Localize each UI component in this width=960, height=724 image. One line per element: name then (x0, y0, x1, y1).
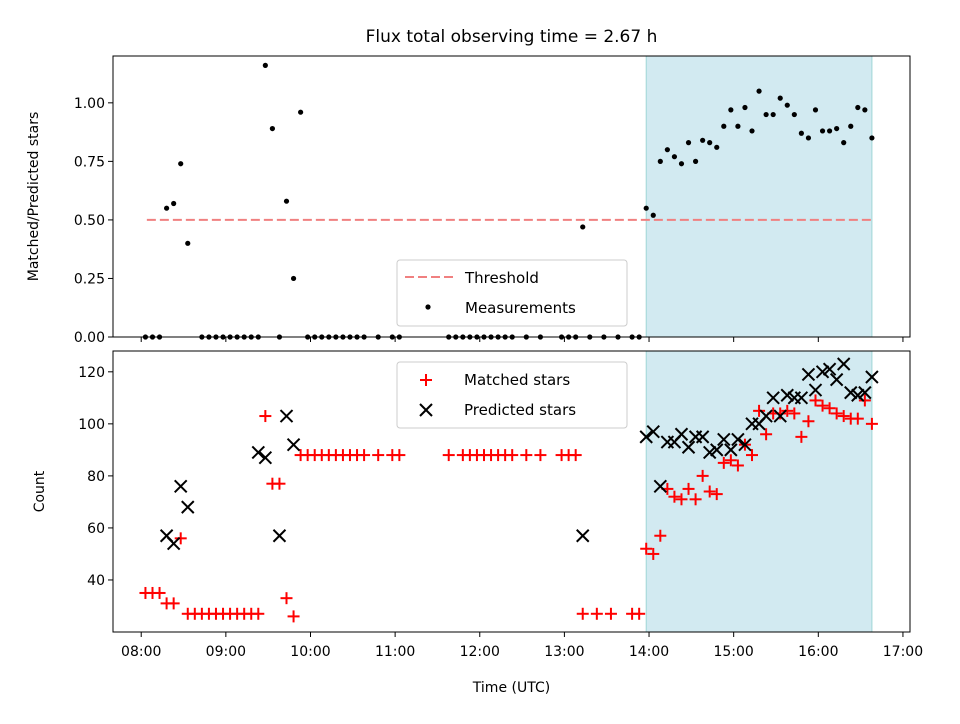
measurement-point (756, 89, 761, 94)
measurement-point (686, 140, 691, 145)
measurement-point (171, 201, 176, 206)
measurement-point (270, 126, 275, 131)
xtick-label: 13:00 (544, 644, 584, 660)
measurement-point (862, 107, 867, 112)
measurement-point (827, 128, 832, 133)
measurement-point (771, 112, 776, 117)
measurement-point (263, 63, 268, 68)
xtick-label: 08:00 (121, 644, 161, 660)
top-y-axis-label: Matched/Predicted stars (26, 112, 42, 282)
measurement-point (785, 103, 790, 108)
measurement-point (679, 161, 684, 166)
bottom-ytick-label: 60 (87, 521, 105, 537)
measurement-point (665, 147, 670, 152)
measurement-point (700, 138, 705, 143)
xtick-label: 14:00 (629, 644, 669, 660)
measurement-point (742, 105, 747, 110)
measurement-point (841, 140, 846, 145)
measurement-point (806, 135, 811, 140)
measurement-point (813, 107, 818, 112)
measurement-point (735, 124, 740, 129)
measurement-point (580, 224, 585, 229)
measurement-point (644, 206, 649, 211)
bottom-ytick-label: 80 (87, 469, 105, 485)
measurement-point (855, 105, 860, 110)
measurement-point (164, 206, 169, 211)
xtick-label: 16:00 (798, 644, 838, 660)
legend-predicted-label: Predicted stars (464, 401, 576, 419)
measurement-point (721, 124, 726, 129)
measurement-point (834, 126, 839, 131)
top-highlight-span (646, 56, 872, 337)
measurement-point (298, 110, 303, 115)
xtick-label: 15:00 (713, 644, 753, 660)
legend-measurements-swatch (425, 304, 430, 309)
measurement-point (284, 199, 289, 204)
measurement-point (707, 140, 712, 145)
bottom-ytick-label: 120 (78, 365, 105, 381)
top-ytick-label: 0.00 (74, 330, 105, 346)
bottom-ytick-label: 40 (87, 573, 105, 589)
top-ytick-label: 0.75 (74, 154, 105, 170)
bottom-ytick-label: 100 (78, 417, 105, 433)
xtick-label: 11:00 (375, 644, 415, 660)
measurement-point (714, 145, 719, 150)
measurement-point (291, 276, 296, 281)
xtick-label: 10:00 (290, 644, 330, 660)
measurement-point (792, 112, 797, 117)
xtick-label: 12:00 (460, 644, 500, 660)
measurement-point (799, 131, 804, 136)
measurement-point (848, 124, 853, 129)
bottom-y-axis-label: Count (32, 470, 48, 512)
measurement-point (764, 112, 769, 117)
x-axis-label: Time (UTC) (472, 680, 550, 696)
measurement-point (185, 241, 190, 246)
chart-figure: 0.00 0.25 0.50 0.75 1.00 Flux total observin… (0, 0, 960, 720)
chart-title: Flux total observing time = 2.67 h (366, 27, 658, 47)
top-ytick-label: 0.50 (74, 213, 105, 229)
xtick-label: 09:00 (206, 644, 246, 660)
measurement-point (749, 128, 754, 133)
measurement-point (651, 213, 656, 218)
measurement-point (820, 128, 825, 133)
measurement-point (658, 159, 663, 164)
legend-matched-label: Matched stars (464, 371, 570, 389)
measurement-point (672, 154, 677, 159)
top-ytick-label: 1.00 (74, 96, 105, 112)
bottom-highlight-span (646, 351, 872, 632)
top-legend: Threshold Measurements (397, 260, 627, 326)
measurement-point (869, 135, 874, 140)
xtick-label: 17:00 (883, 644, 923, 660)
measurement-point (778, 96, 783, 101)
measurement-point (728, 107, 733, 112)
legend-measurements-label: Measurements (465, 299, 576, 317)
measurement-point (178, 161, 183, 166)
measurement-point (693, 159, 698, 164)
top-ytick-label: 0.25 (74, 271, 105, 287)
legend-threshold-label: Threshold (464, 269, 539, 287)
bottom-legend: Matched stars Predicted stars (397, 362, 627, 428)
